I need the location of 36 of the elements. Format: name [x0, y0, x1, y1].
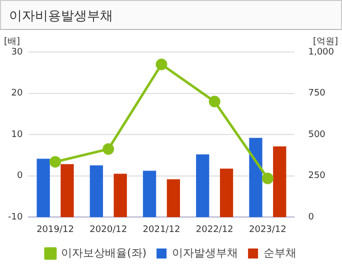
- bar: [166, 179, 180, 218]
- bar: [273, 146, 286, 218]
- x-tick-label: 2022/12: [196, 224, 234, 235]
- chart-title: 이자비용발생부채: [0, 0, 342, 30]
- y2-tick-label: 500: [308, 130, 326, 140]
- y-tick-label: 30: [11, 47, 23, 58]
- bar: [60, 164, 74, 218]
- x-tick-label: 2021/12: [142, 224, 180, 235]
- bar: [142, 170, 156, 218]
- point: [208, 96, 220, 108]
- y2-tick-label: 0: [308, 212, 314, 223]
- legend-label: 순부채: [264, 246, 297, 260]
- y2-tick-label: 250: [308, 171, 326, 182]
- point: [262, 172, 274, 184]
- legend-label: 이자발생부채: [172, 246, 238, 260]
- y2-tick-label: 750: [308, 88, 326, 99]
- point: [102, 143, 114, 155]
- x-tick-label: 2019/12: [36, 224, 74, 235]
- point: [50, 156, 62, 168]
- legend-label: 이자보상배율(좌): [60, 246, 147, 260]
- bar: [249, 138, 262, 218]
- y-tick-label: 0: [16, 171, 23, 182]
- y-tick-label: -10: [8, 212, 23, 223]
- point: [156, 58, 168, 70]
- y2-tick-label: 1,000: [308, 47, 334, 58]
- bar: [196, 154, 210, 218]
- x-tick-label: 2020/12: [90, 224, 128, 235]
- x-tick-label: 2023/12: [248, 224, 286, 235]
- bar: [114, 174, 127, 218]
- bar: [220, 168, 234, 218]
- y-axis-title: [배]: [4, 36, 20, 47]
- y-tick-label: 20: [11, 88, 23, 99]
- y2-axis-title: [억원]: [312, 36, 338, 47]
- bar: [36, 158, 50, 218]
- y-tick-label: 10: [11, 130, 23, 140]
- bar: [90, 165, 103, 218]
